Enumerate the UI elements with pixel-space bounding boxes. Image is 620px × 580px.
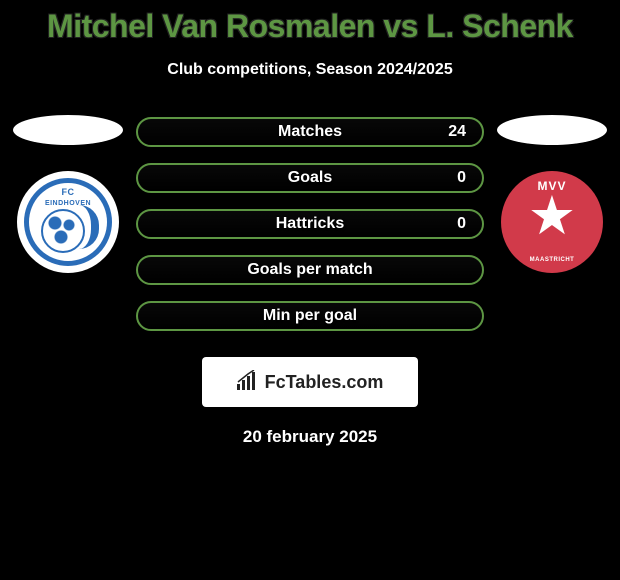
stats-column: Matches 24 Goals 0 Hattricks 0 Goals per… — [128, 117, 492, 347]
date-text: 20 february 2025 — [0, 427, 620, 447]
player-left-silhouette — [13, 115, 123, 145]
club-logo-left: FC EINDHOVEN — [17, 171, 119, 273]
content-row: FC EINDHOVEN Matches 24 Goals 0 Hattrick… — [0, 117, 620, 347]
club-logo-right-subtext: MAASTRICHT — [501, 257, 603, 263]
stat-value-right: 0 — [457, 169, 466, 187]
club-logo-left-text: FC EINDHOVEN — [29, 187, 107, 207]
left-player-column: FC EINDHOVEN — [8, 117, 128, 273]
stat-label: Goals per match — [247, 261, 372, 279]
stat-label: Hattricks — [276, 215, 344, 233]
subtitle: Club competitions, Season 2024/2025 — [0, 61, 620, 79]
page-title: Mitchel Van Rosmalen vs L. Schenk — [0, 8, 620, 45]
stat-label: Goals — [288, 169, 332, 187]
stat-value-right: 0 — [457, 215, 466, 233]
swoosh-icon — [79, 205, 99, 249]
club-logo-left-inner: FC EINDHOVEN — [24, 178, 112, 266]
stat-row-hattricks: Hattricks 0 — [136, 209, 484, 239]
right-player-column: MVV ★ MAASTRICHT — [492, 117, 612, 273]
player-right-silhouette — [497, 115, 607, 145]
stat-row-matches: Matches 24 — [136, 117, 484, 147]
star-icon: ★ — [528, 189, 576, 243]
stat-row-goals: Goals 0 — [136, 163, 484, 193]
club-logo-right: MVV ★ MAASTRICHT — [501, 171, 603, 273]
watermark-text: FcTables.com — [265, 372, 384, 393]
stat-label: Matches — [278, 123, 342, 141]
bar-chart-icon — [237, 370, 259, 395]
stat-row-min-per-goal: Min per goal — [136, 301, 484, 331]
stat-row-goals-per-match: Goals per match — [136, 255, 484, 285]
stat-value-right: 24 — [448, 123, 466, 141]
infographic-root: Mitchel Van Rosmalen vs L. Schenk Club c… — [0, 0, 620, 447]
stat-label: Min per goal — [263, 307, 357, 325]
watermark-badge: FcTables.com — [202, 357, 418, 407]
